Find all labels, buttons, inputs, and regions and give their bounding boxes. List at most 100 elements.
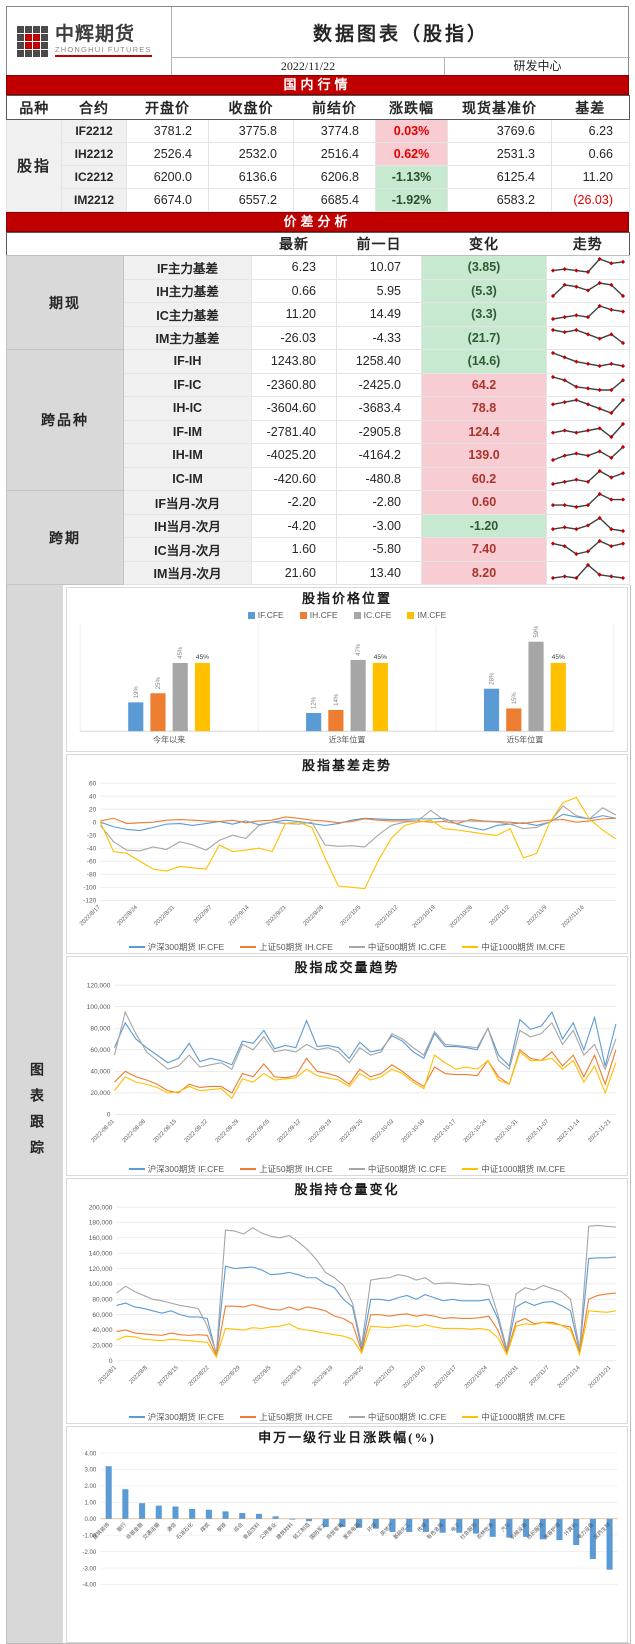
legend-swatch bbox=[462, 945, 479, 948]
svg-text:2022/9/21: 2022/9/21 bbox=[265, 905, 288, 928]
table-row: 股指 IF2212 3781.2 3775.8 3774.8 0.03% 3769.6 6.2… bbox=[6, 119, 630, 212]
cell-latest: 21.60 bbox=[251, 560, 337, 585]
cell-change: 124.4 bbox=[421, 419, 547, 444]
svg-text:-120: -120 bbox=[83, 898, 96, 905]
svg-text:12%: 12% bbox=[312, 696, 318, 709]
cell-sparkline bbox=[546, 302, 630, 327]
svg-text:-2.00: -2.00 bbox=[83, 1550, 97, 1556]
table-row: IC-IM -420.60 -480.8 60.2 bbox=[7, 466, 630, 491]
svg-text:2022/9/26: 2022/9/26 bbox=[343, 1365, 366, 1388]
cell-change: 7.40 bbox=[421, 537, 547, 562]
cell-change: 139.0 bbox=[421, 443, 547, 468]
svg-text:2022-09-12: 2022-09-12 bbox=[277, 1119, 302, 1144]
legend-item: IM.CFE bbox=[407, 610, 446, 620]
sparkline-chart bbox=[550, 327, 626, 345]
svg-text:2022-09-19: 2022-09-19 bbox=[308, 1119, 333, 1144]
svg-text:2022-10-31: 2022-10-31 bbox=[494, 1119, 519, 1144]
sparkline-chart bbox=[550, 304, 626, 322]
svg-text:45%: 45% bbox=[552, 654, 565, 661]
svg-text:2022/11/16: 2022/11/16 bbox=[561, 905, 586, 930]
svg-text:交通运输: 交通运输 bbox=[141, 1520, 162, 1541]
column-header: 基差 bbox=[551, 95, 630, 120]
sparkline-chart bbox=[550, 515, 626, 533]
cell-contract: IH2212 bbox=[61, 142, 127, 166]
sparkline-chart bbox=[550, 445, 626, 463]
legend-item: 中证1000期货 IM.CFE bbox=[462, 1163, 565, 1175]
cell-spot-benchmark: 2531.3 bbox=[447, 142, 552, 166]
svg-text:-80: -80 bbox=[87, 872, 97, 879]
cell-previous: -4.33 bbox=[336, 325, 422, 350]
cell-contract: IM2212 bbox=[61, 188, 127, 212]
cell-close: 3775.8 bbox=[208, 119, 294, 143]
column-header: 变化 bbox=[421, 232, 547, 256]
cell-previous: -5.80 bbox=[336, 537, 422, 562]
legend-item: 中证1000期货 IM.CFE bbox=[462, 1411, 565, 1423]
svg-text:综合: 综合 bbox=[232, 1520, 246, 1534]
svg-text:2022/11/2: 2022/11/2 bbox=[489, 905, 511, 927]
svg-text:2022/10/26: 2022/10/26 bbox=[449, 905, 474, 930]
legend-item: 中证500期货 IC.CFE bbox=[348, 941, 446, 953]
cell-spread-name: IM主力基差 bbox=[123, 325, 252, 350]
legend-label: 上证50期货 IH.CFE bbox=[259, 1411, 333, 1422]
svg-text:140,000: 140,000 bbox=[89, 1250, 113, 1257]
svg-text:2022-09-05: 2022-09-05 bbox=[246, 1118, 272, 1144]
sparkline-chart bbox=[550, 562, 626, 580]
cell-spread-name: IF主力基差 bbox=[123, 255, 252, 280]
svg-text:40,000: 40,000 bbox=[90, 1069, 110, 1076]
spread-group-label: 期现 bbox=[6, 255, 124, 350]
svg-text:2022-11-21: 2022-11-21 bbox=[587, 1119, 612, 1144]
svg-text:80,000: 80,000 bbox=[90, 1026, 110, 1033]
legend-swatch bbox=[353, 611, 361, 619]
svg-text:2022/11/14: 2022/11/14 bbox=[557, 1364, 582, 1389]
table-row: IM2212 6674.0 6557.2 6685.4 -1.92% 6583.2 (26.… bbox=[7, 188, 630, 212]
cell-basis: 0.66 bbox=[551, 142, 630, 166]
cell-change-pct: -1.92% bbox=[375, 188, 448, 212]
table-row: IH2212 2526.4 2532.0 2516.4 0.62% 2531.3 0.66 bbox=[7, 142, 630, 166]
svg-text:4.00: 4.00 bbox=[85, 1452, 97, 1458]
svg-text:59%: 59% bbox=[534, 625, 540, 638]
sparkline-chart bbox=[550, 351, 626, 369]
cell-prev-settle: 2516.4 bbox=[293, 142, 376, 166]
section-banner-spread: 价差分析 bbox=[6, 212, 629, 232]
cell-previous: 1258.40 bbox=[336, 349, 422, 374]
legend-label: 上证50期货 IH.CFE bbox=[259, 941, 333, 952]
cell-sparkline bbox=[546, 278, 630, 303]
svg-text:2022-11-14: 2022-11-14 bbox=[556, 1118, 582, 1144]
svg-text:3.00: 3.00 bbox=[85, 1468, 97, 1474]
svg-text:2022/11/9: 2022/11/9 bbox=[526, 905, 548, 927]
sparkline-chart bbox=[550, 539, 626, 557]
logo-company-name-en: ZHONGHUI FUTURES bbox=[55, 45, 152, 57]
cell-change-pct: 0.03% bbox=[375, 119, 448, 143]
column-header: 开盘价 bbox=[126, 95, 209, 120]
cell-sparkline bbox=[546, 419, 630, 444]
legend-label: IC.CFE bbox=[363, 609, 392, 620]
report-date: 2022/11/22 bbox=[172, 57, 444, 75]
table-row: IC2212 6200.0 6136.6 6206.8 -1.13% 6125.4 11.2… bbox=[7, 165, 630, 189]
cell-spread-name: IM当月-次月 bbox=[123, 560, 252, 585]
svg-text:2022-11-07: 2022-11-07 bbox=[525, 1119, 550, 1144]
legend-label: 中证500期货 IC.CFE bbox=[367, 1163, 447, 1174]
chart-panel-open-interest: 股指持仓量变化 0 20,000 40,000 60,000 80,000 100,000 1… bbox=[66, 1178, 628, 1425]
svg-text:45%: 45% bbox=[178, 646, 184, 659]
svg-text:-100: -100 bbox=[83, 885, 96, 892]
cell-prev-settle: 6685.4 bbox=[293, 188, 376, 212]
variety-group-label: 股指 bbox=[6, 119, 62, 212]
svg-text:-4.00: -4.00 bbox=[83, 1583, 97, 1589]
svg-text:100,000: 100,000 bbox=[87, 1004, 111, 1011]
svg-text:80,000: 80,000 bbox=[92, 1297, 112, 1304]
svg-text:0.00: 0.00 bbox=[85, 1517, 97, 1523]
svg-text:钢铁: 钢铁 bbox=[215, 1520, 229, 1534]
svg-text:19%: 19% bbox=[134, 686, 140, 699]
charts-side-strip: 图表跟踪 bbox=[7, 585, 63, 1644]
chart-legend: IF.CFE IH.CFE IC.CFE IM.CFE bbox=[70, 608, 624, 621]
cell-sparkline bbox=[546, 513, 630, 538]
cell-latest: -2360.80 bbox=[251, 372, 337, 397]
open-interest-plot: 0 20,000 40,000 60,000 80,000 100,000 120,000 1… bbox=[89, 1204, 616, 1390]
table-row: IM当月-次月 21.60 13.40 8.20 bbox=[7, 560, 630, 585]
table-row: IM主力基差 -26.03 -4.33 (21.7) bbox=[7, 325, 630, 350]
cell-contract: IF2212 bbox=[61, 119, 127, 143]
cell-change: 0.60 bbox=[421, 490, 547, 515]
table-row: IF-IC -2360.80 -2425.0 64.2 bbox=[7, 372, 630, 397]
cell-sparkline bbox=[546, 490, 630, 515]
logo-company-name: 中辉期货 bbox=[55, 24, 136, 45]
